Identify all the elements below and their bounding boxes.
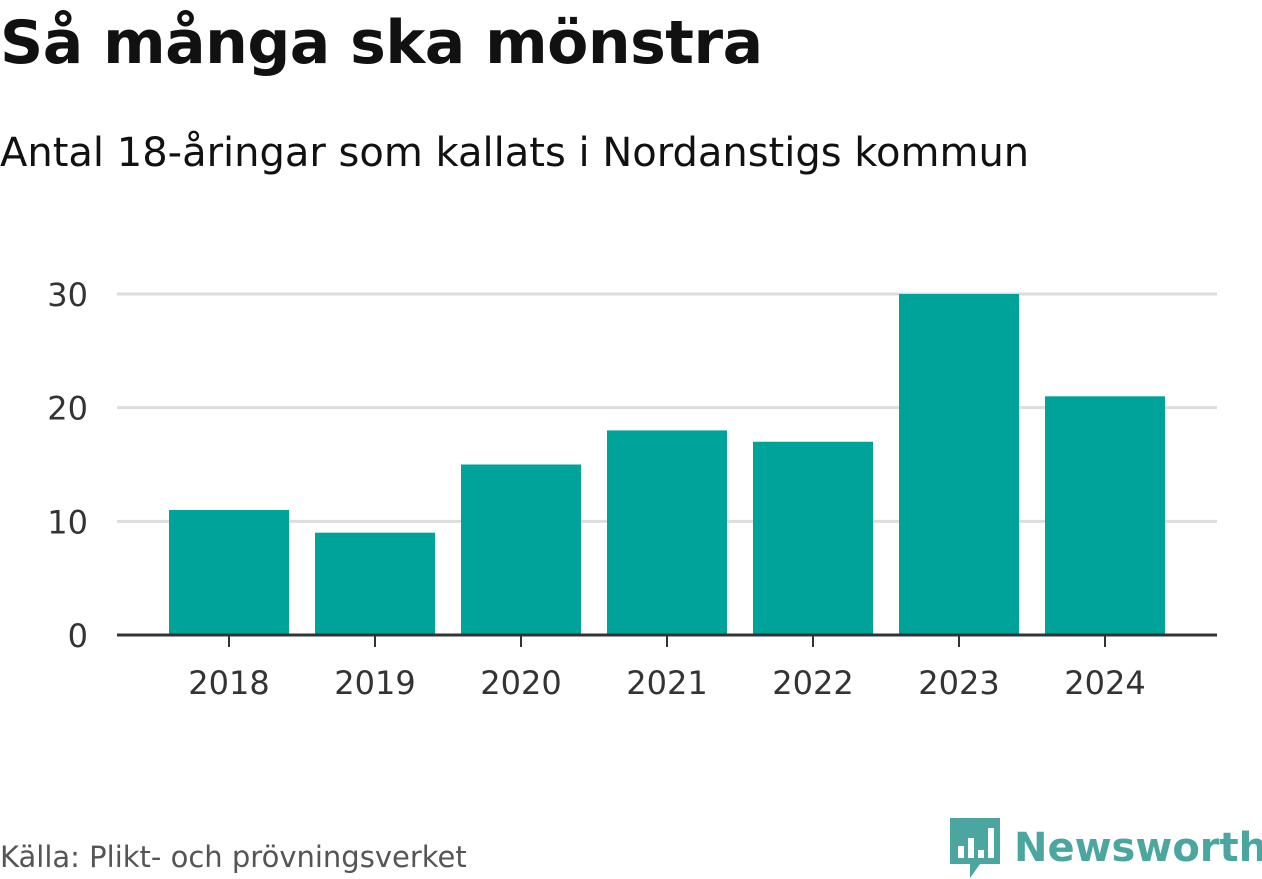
x-tick-label-2019: 2019	[334, 664, 415, 702]
source-note: Källa: Plikt- och prövningsverket	[0, 840, 467, 874]
chart-subtitle: Antal 18-åringar som kallats i Nordansti…	[0, 130, 1030, 176]
y-tick-label-30: 30	[47, 276, 88, 314]
y-tick-label-0: 0	[68, 617, 88, 655]
chart-title: Så många ska mönstra	[0, 8, 763, 78]
brand-name: Newsworthy	[1014, 825, 1262, 871]
bar-2020	[461, 464, 581, 635]
bar-2019	[315, 532, 435, 635]
x-tick-label-2023: 2023	[918, 664, 999, 702]
y-tick-label-10: 10	[47, 503, 88, 541]
bar-2024	[1045, 396, 1165, 635]
bar-2022	[753, 441, 873, 635]
y-tick-label-20: 20	[47, 390, 88, 428]
x-tick-label-2018: 2018	[188, 664, 269, 702]
bars	[169, 294, 1165, 635]
x-tick-label-2024: 2024	[1064, 664, 1145, 702]
bar-2021	[607, 430, 727, 635]
x-tick-label-2021: 2021	[626, 664, 707, 702]
x-tick-label-2020: 2020	[480, 664, 561, 702]
x-tick-label-2022: 2022	[772, 664, 853, 702]
bar-chart-badge-icon	[950, 818, 1000, 878]
bar-2023	[899, 294, 1019, 635]
axes: 0 10 20 30 2018 2019 2020 2021 2022 2023 2024	[47, 276, 1217, 702]
brand: Newsworthy	[950, 818, 1262, 878]
bar-2018	[169, 509, 289, 635]
